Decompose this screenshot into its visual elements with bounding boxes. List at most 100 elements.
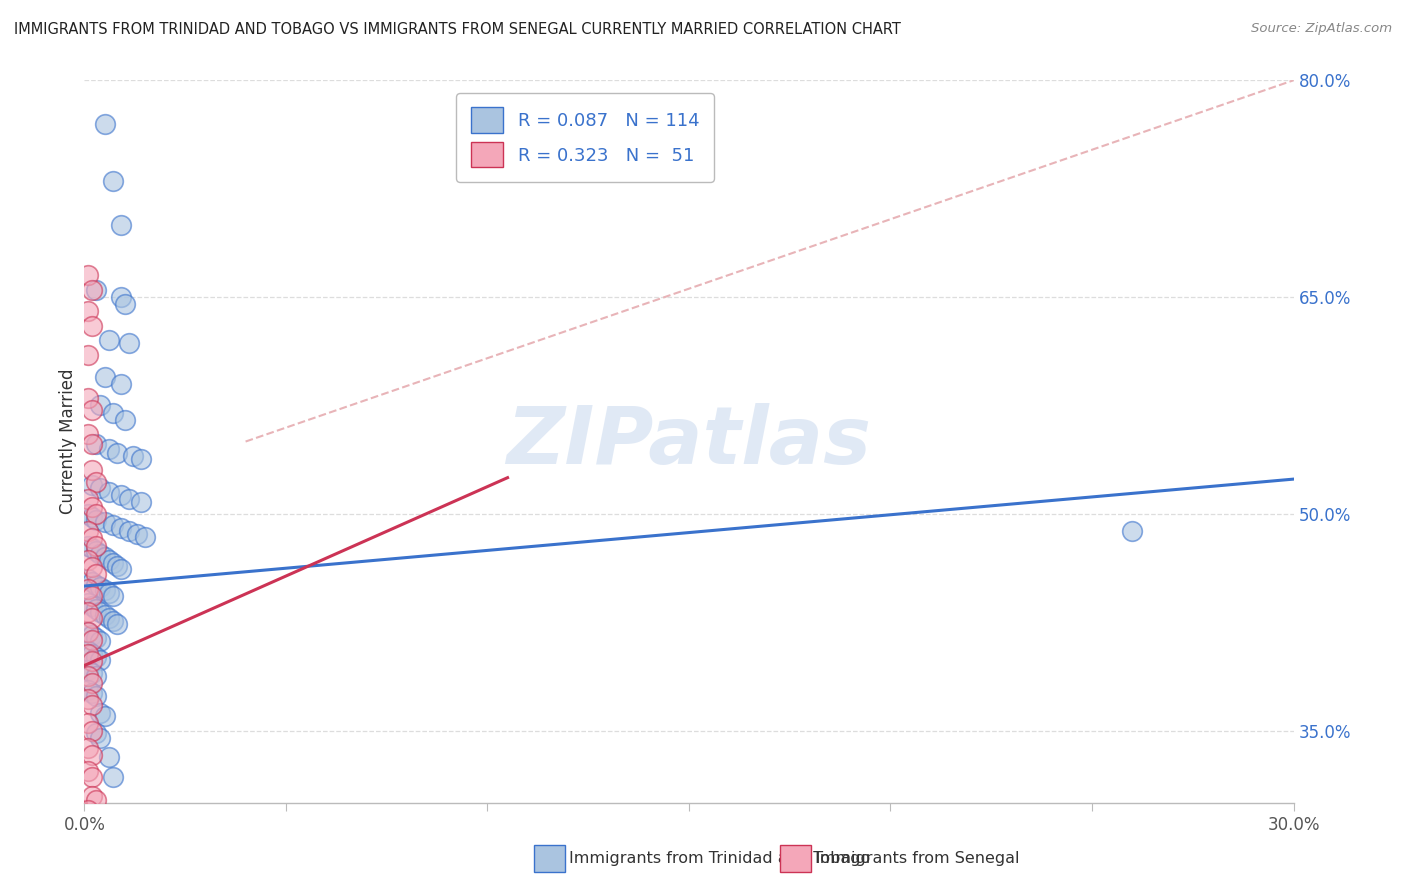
Point xyxy=(89,653,111,667)
Point xyxy=(118,524,141,538)
Point xyxy=(97,334,120,348)
Point xyxy=(101,614,124,628)
Point xyxy=(105,616,128,631)
Point xyxy=(86,689,108,703)
Point xyxy=(82,500,104,514)
Point xyxy=(101,589,124,603)
Text: Source: ZipAtlas.com: Source: ZipAtlas.com xyxy=(1251,22,1392,36)
Point xyxy=(77,553,100,567)
Point xyxy=(86,475,108,489)
Point xyxy=(86,813,108,827)
Point xyxy=(97,485,120,500)
Point xyxy=(101,770,124,784)
Point xyxy=(77,391,100,405)
Point xyxy=(77,596,100,610)
Point xyxy=(110,218,132,232)
Point xyxy=(93,117,115,131)
Point xyxy=(77,304,100,318)
Point xyxy=(77,605,100,619)
Point xyxy=(82,478,104,492)
Point xyxy=(86,512,108,526)
Point xyxy=(89,634,111,648)
Point xyxy=(77,427,100,442)
Point xyxy=(105,558,128,573)
Point xyxy=(82,632,104,647)
Text: ZIPatlas: ZIPatlas xyxy=(506,402,872,481)
Point xyxy=(82,541,104,556)
Point xyxy=(77,740,100,755)
Point xyxy=(82,654,104,668)
Point xyxy=(77,507,100,521)
Legend: R = 0.087   N = 114, R = 0.323   N =  51: R = 0.087 N = 114, R = 0.323 N = 51 xyxy=(456,93,714,182)
Point xyxy=(89,481,111,495)
Point xyxy=(77,644,100,658)
Point xyxy=(77,625,100,640)
Point xyxy=(97,749,120,764)
Point xyxy=(121,449,143,463)
Point xyxy=(82,665,104,680)
Point xyxy=(77,764,100,778)
Point xyxy=(134,530,156,544)
Point xyxy=(93,607,115,622)
Point xyxy=(82,463,104,477)
Point xyxy=(101,174,124,188)
Point xyxy=(77,625,100,640)
Point xyxy=(82,318,104,333)
Point xyxy=(82,611,104,625)
Point xyxy=(86,437,108,451)
Point xyxy=(77,572,100,586)
Point xyxy=(110,521,132,535)
Text: IMMIGRANTS FROM TRINIDAD AND TOBAGO VS IMMIGRANTS FROM SENEGAL CURRENTLY MARRIED: IMMIGRANTS FROM TRINIDAD AND TOBAGO VS I… xyxy=(14,22,901,37)
Point xyxy=(82,560,104,574)
Point xyxy=(86,668,108,682)
Text: Immigrants from Senegal: Immigrants from Senegal xyxy=(815,852,1019,866)
Point xyxy=(82,789,104,803)
Point xyxy=(101,518,124,533)
Point xyxy=(82,686,104,700)
Point xyxy=(82,437,104,451)
Point xyxy=(77,691,100,706)
Point xyxy=(82,283,104,297)
Point xyxy=(77,647,100,661)
Point xyxy=(125,527,148,541)
Point xyxy=(89,706,111,721)
Point xyxy=(93,709,115,723)
Point xyxy=(77,683,100,698)
Point xyxy=(82,676,104,690)
Point xyxy=(77,492,100,507)
Point xyxy=(82,647,104,661)
Point xyxy=(101,406,124,420)
Point xyxy=(89,398,111,412)
Point xyxy=(82,723,104,738)
Point xyxy=(129,451,152,466)
Point xyxy=(93,369,115,384)
Point xyxy=(82,807,104,822)
Point xyxy=(86,726,108,740)
Point xyxy=(89,547,111,561)
Point xyxy=(118,492,141,507)
Y-axis label: Currently Married: Currently Married xyxy=(59,368,77,515)
Point xyxy=(86,649,108,664)
Point xyxy=(82,589,104,603)
Point xyxy=(110,488,132,502)
Point xyxy=(118,336,141,351)
Point xyxy=(114,297,136,311)
Point xyxy=(86,793,108,807)
Point xyxy=(93,583,115,598)
Point xyxy=(77,524,100,538)
Text: Immigrants from Trinidad and Tobago: Immigrants from Trinidad and Tobago xyxy=(569,852,870,866)
Point xyxy=(77,668,100,682)
Point xyxy=(89,605,111,619)
Point xyxy=(82,599,104,614)
Point xyxy=(77,582,100,596)
Point xyxy=(93,516,115,530)
Point xyxy=(82,770,104,784)
Point xyxy=(105,446,128,460)
Point xyxy=(97,442,120,456)
Point xyxy=(86,602,108,616)
Point xyxy=(86,539,108,553)
Point xyxy=(101,556,124,570)
Point xyxy=(82,509,104,524)
Point xyxy=(1121,524,1143,538)
Point xyxy=(110,376,132,391)
